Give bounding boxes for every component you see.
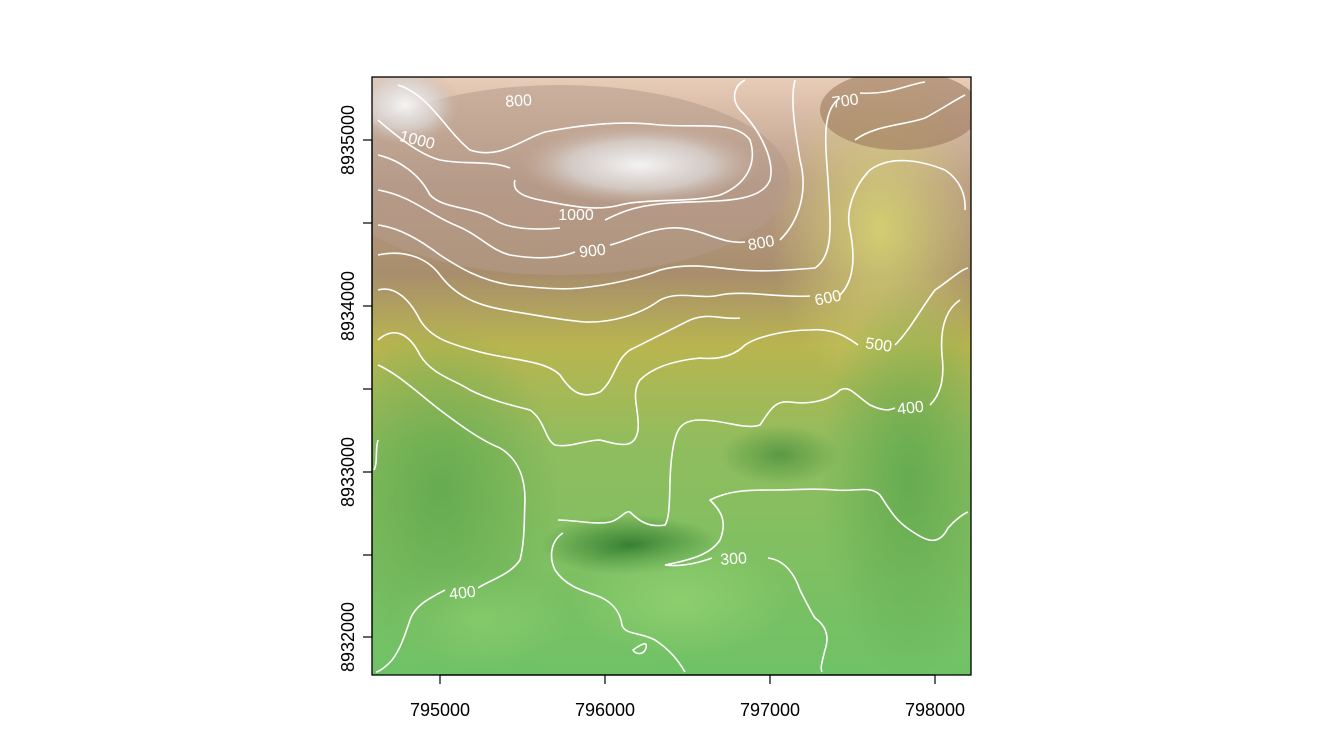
- contour-label-800-north: 800: [505, 92, 533, 111]
- contour-line: [894, 267, 969, 346]
- contour-line: [632, 643, 648, 655]
- contour-line: [375, 589, 446, 673]
- contour-label-300: 300: [720, 550, 748, 569]
- contour-label-600: 600: [813, 287, 843, 309]
- contour-line: [604, 79, 772, 221]
- contour-line: [609, 227, 746, 246]
- x-tick-label: 798000: [905, 700, 965, 720]
- contour-label-800-east: 800: [747, 233, 776, 254]
- contour-line: [373, 439, 379, 471]
- x-tick-labels: 795000 796000 797000 798000: [410, 700, 965, 720]
- contour-line: [779, 79, 804, 241]
- contour-line: [377, 288, 741, 396]
- contour-label-900: 900: [578, 242, 606, 262]
- y-axis: [363, 139, 373, 638]
- x-tick-label: 796000: [575, 700, 635, 720]
- x-tick-label: 797000: [740, 700, 800, 720]
- contour-line: [854, 94, 966, 141]
- contour-line: [377, 97, 841, 290]
- contour-line: [377, 328, 859, 447]
- y-tick-label: 8933000: [338, 437, 358, 507]
- contour-line: [767, 557, 828, 673]
- contour-line: [550, 532, 686, 673]
- contour-line: [664, 488, 969, 566]
- contour-label-400-west: 400: [448, 584, 476, 604]
- contour-line: [377, 364, 526, 589]
- contour-line: [377, 189, 576, 259]
- y-tick-label: 8935000: [338, 105, 358, 175]
- contour-line: [929, 299, 961, 406]
- contour-label-1000-center: 1000: [558, 207, 594, 224]
- contour-line: [557, 387, 896, 527]
- contour-label-700: 700: [831, 91, 860, 112]
- terrain-raster: [372, 77, 971, 675]
- contour-lines: [373, 79, 969, 673]
- contour-line: [377, 154, 561, 230]
- x-axis: [439, 674, 936, 684]
- x-tick-label: 795000: [410, 700, 470, 720]
- contour-line: [377, 252, 811, 323]
- y-tick-label: 8934000: [338, 271, 358, 341]
- contour-line: [397, 84, 754, 209]
- y-tick-label: 8932000: [338, 602, 358, 672]
- contour-label-500: 500: [864, 335, 893, 356]
- contour-line: [377, 119, 511, 169]
- contour-line: [859, 81, 926, 95]
- contour-label-400-east: 400: [896, 399, 924, 419]
- contour-line: [839, 159, 966, 296]
- contour-label-group: 800 700 1000 1000 900 800 600 500 400 30…: [398, 91, 925, 603]
- y-tick-labels: 8932000 8933000 8934000 8935000: [338, 105, 358, 672]
- contour-line: [664, 557, 713, 567]
